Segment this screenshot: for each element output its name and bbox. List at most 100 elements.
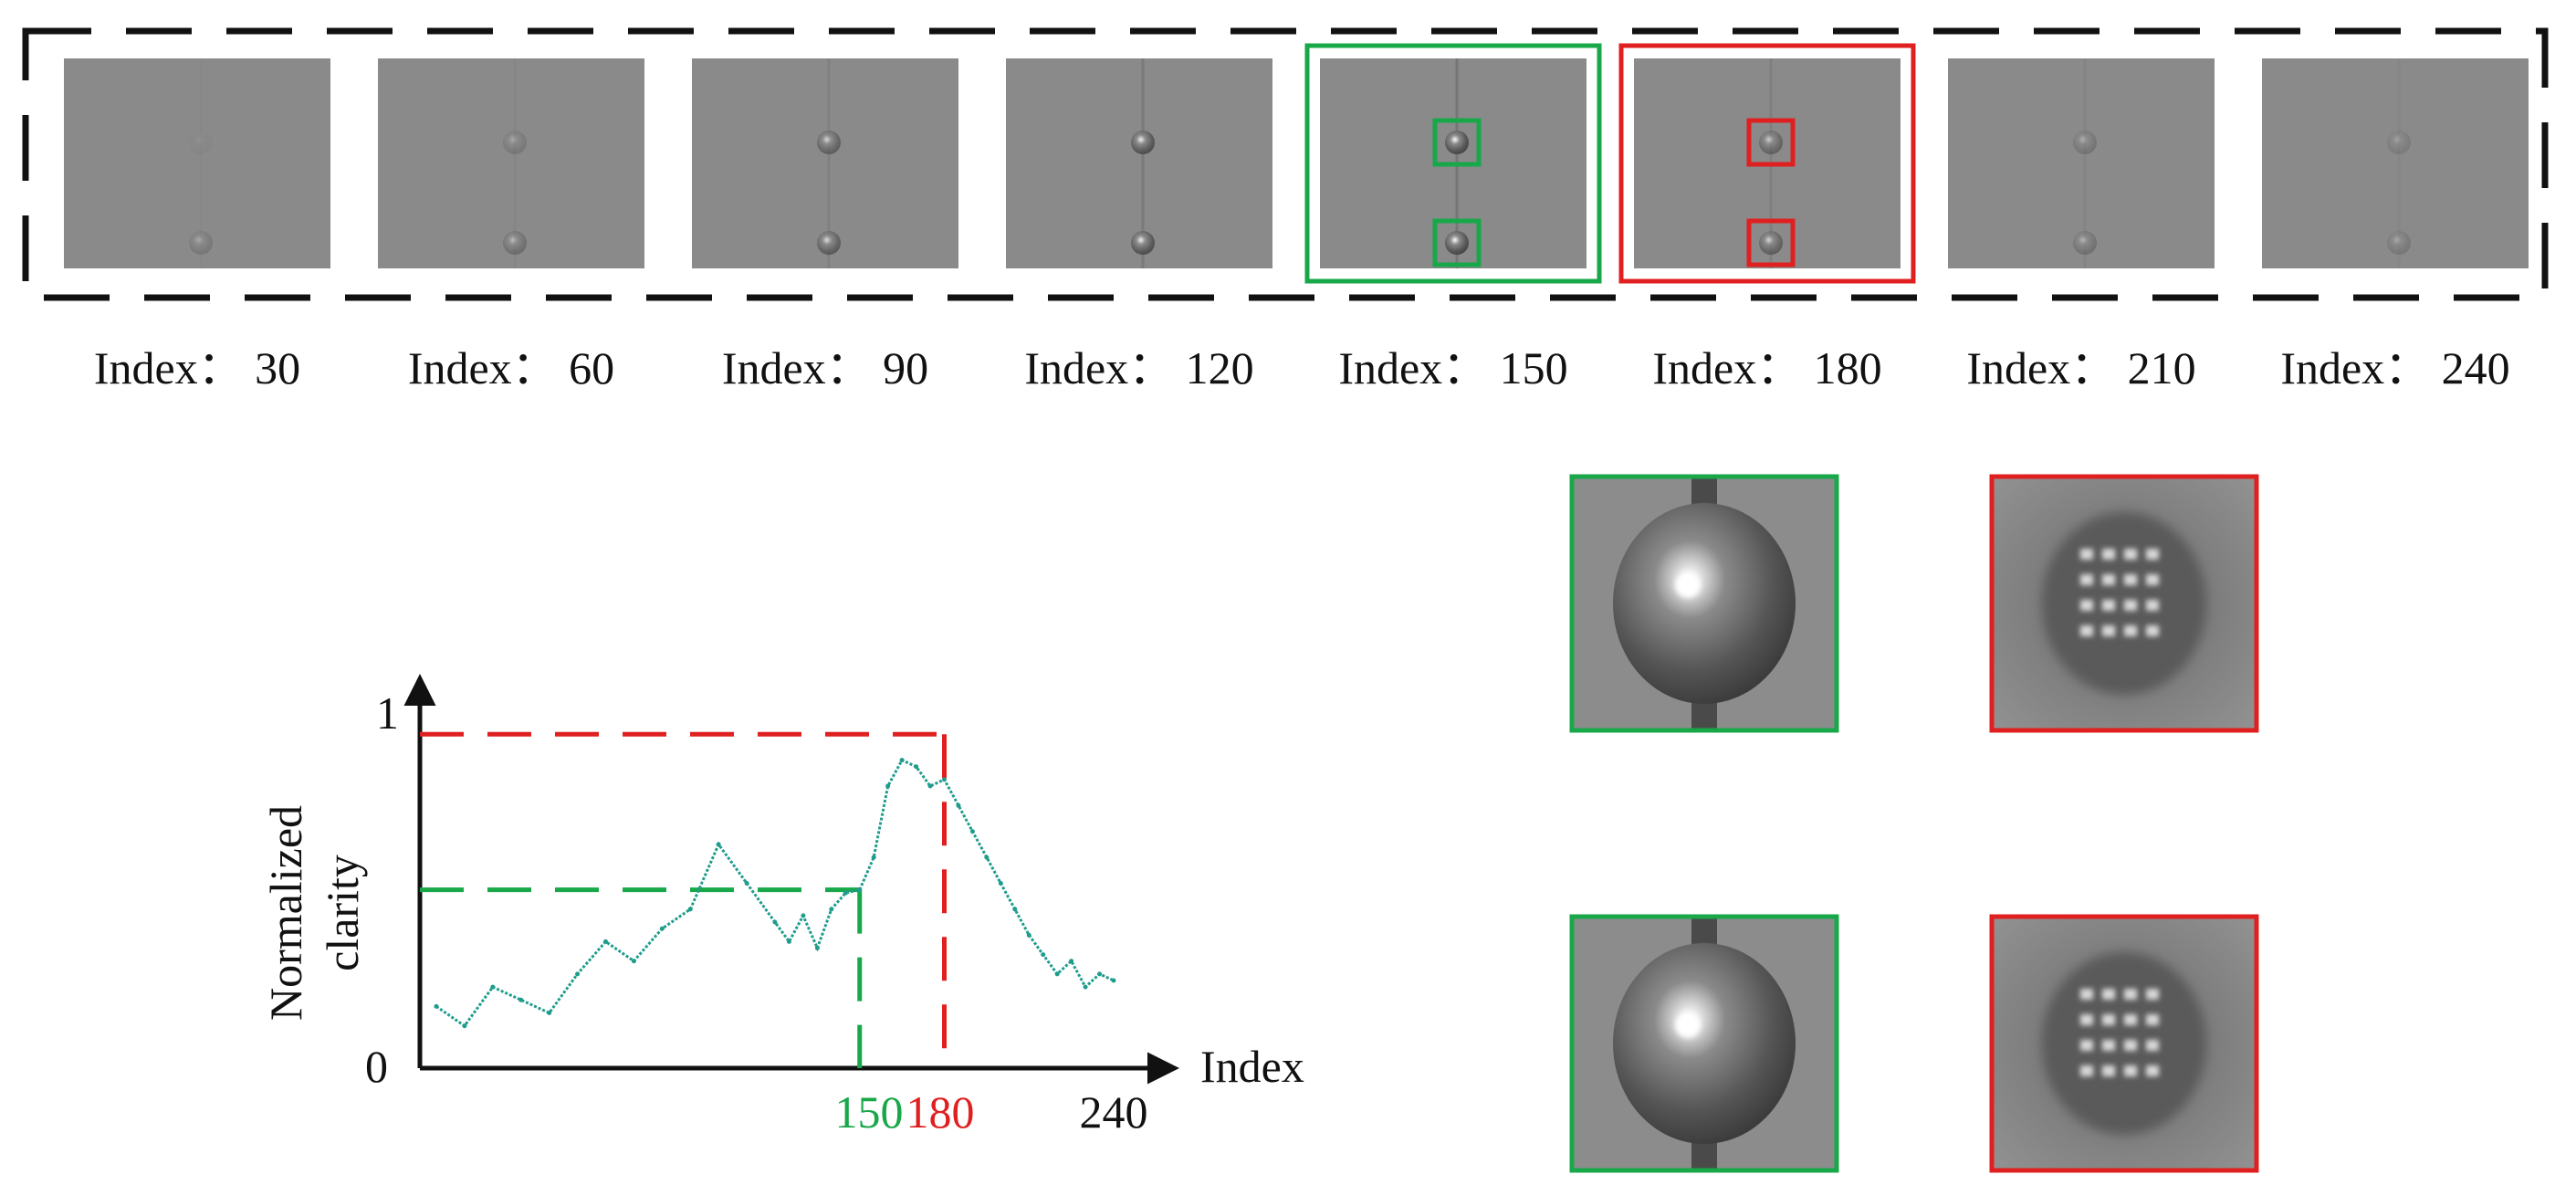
glare-spot bbox=[2124, 574, 2137, 585]
clarity-point bbox=[914, 764, 919, 770]
ball-bottom bbox=[2073, 231, 2097, 255]
glare-spot bbox=[2146, 989, 2159, 1000]
clarity-point bbox=[899, 758, 905, 763]
glare-spot bbox=[2102, 600, 2115, 611]
frame-150 bbox=[1304, 43, 1602, 284]
ball-sharp bbox=[1613, 943, 1796, 1144]
frame-highlight-red bbox=[1618, 43, 1916, 284]
glare-spot bbox=[2102, 549, 2115, 560]
clarity-point bbox=[801, 913, 806, 918]
frame-label-90: Index： 90 bbox=[722, 342, 928, 393]
glare-spot bbox=[2146, 1014, 2159, 1025]
glare-spot bbox=[2124, 989, 2137, 1000]
clarity-point bbox=[942, 777, 947, 782]
clarity-point bbox=[518, 997, 524, 1002]
x-axis-label: Index bbox=[1200, 1041, 1304, 1092]
glare-spot bbox=[2124, 1065, 2137, 1076]
glare-spot bbox=[2080, 1040, 2093, 1051]
clarity-point bbox=[1083, 984, 1088, 990]
clarity-point bbox=[843, 890, 848, 896]
glare-spot bbox=[2102, 1014, 2115, 1025]
ball-bottom bbox=[817, 231, 841, 255]
glare-spot bbox=[2080, 1014, 2093, 1025]
clarity-point bbox=[659, 926, 665, 931]
glare-spot bbox=[2102, 989, 2115, 1000]
glare-spot bbox=[2146, 1065, 2159, 1076]
glare-spot bbox=[2080, 549, 2093, 560]
zoom-top-red bbox=[1989, 474, 2259, 733]
clarity-point bbox=[786, 939, 791, 944]
glare-spot bbox=[2102, 625, 2115, 636]
frame-strip: Index： 30 Index： 60 Index： 90 Index： 120 Ind… bbox=[22, 27, 2549, 393]
x-tick-180: 180 bbox=[906, 1086, 975, 1138]
ball-top bbox=[1131, 131, 1155, 154]
clarity-point bbox=[1097, 971, 1103, 977]
glare-spot bbox=[2080, 989, 2093, 1000]
frame-30 bbox=[64, 58, 330, 268]
ball-top bbox=[817, 131, 841, 154]
frame-90 bbox=[692, 58, 958, 268]
glare-spot bbox=[2124, 549, 2137, 560]
clarity-point bbox=[772, 919, 778, 925]
clarity-point bbox=[814, 946, 820, 950]
zoom-border bbox=[1569, 474, 1839, 733]
clarity-chart: 1 0 Normalized clarity Index 150 180 240 bbox=[260, 674, 1304, 1138]
clarity-point bbox=[885, 783, 891, 789]
frame-list bbox=[64, 43, 2529, 284]
glare-spot bbox=[2146, 1040, 2159, 1051]
clarity-point bbox=[490, 984, 496, 990]
frame-210 bbox=[1948, 58, 2215, 268]
clarity-point bbox=[969, 829, 975, 834]
clarity-point bbox=[829, 907, 834, 912]
clarity-point bbox=[1054, 971, 1060, 977]
zoom-bottom-green bbox=[1569, 914, 1839, 1173]
ball-bottom bbox=[503, 231, 527, 255]
clarity-point bbox=[434, 1003, 439, 1009]
clarity-point bbox=[575, 971, 581, 977]
clarity-point bbox=[1111, 978, 1116, 983]
zoom-border bbox=[1569, 914, 1839, 1173]
roi-box-top bbox=[1746, 118, 1796, 167]
ball-bottom bbox=[1759, 231, 1783, 255]
clarity-point bbox=[857, 887, 863, 893]
frame-label-210: Index： 210 bbox=[1966, 342, 2195, 393]
zoom-panels bbox=[1569, 474, 2259, 1173]
specular-highlight bbox=[1675, 572, 1701, 598]
clarity-point bbox=[687, 907, 693, 912]
clarity-point bbox=[1041, 952, 1046, 958]
clarity-series-points bbox=[434, 758, 1116, 1029]
ball-sharp bbox=[1613, 503, 1796, 704]
glare-spot bbox=[2124, 625, 2137, 636]
clarity-point bbox=[631, 959, 636, 964]
frame-240 bbox=[2262, 58, 2529, 268]
clarity-point bbox=[956, 802, 961, 808]
glare-spot bbox=[2080, 600, 2093, 611]
ball-top bbox=[2073, 131, 2097, 154]
glare-spot bbox=[2080, 574, 2093, 585]
ball-top bbox=[189, 131, 213, 154]
clarity-point bbox=[603, 939, 608, 944]
ball-top bbox=[503, 131, 527, 154]
glare-spot bbox=[2124, 600, 2137, 611]
clarity-point bbox=[1069, 959, 1074, 964]
glare-spot bbox=[2080, 625, 2093, 636]
y-tick-bottom: 0 bbox=[365, 1041, 388, 1092]
glare-spot bbox=[2146, 600, 2159, 611]
frame-180 bbox=[1618, 43, 1916, 284]
roi-box-bottom bbox=[1432, 218, 1482, 267]
frame-label-150: Index： 150 bbox=[1338, 342, 1567, 393]
glare-spot bbox=[2080, 1065, 2093, 1076]
zoom-bottom-red bbox=[1989, 914, 2259, 1173]
frame-label-120: Index： 120 bbox=[1024, 342, 1253, 393]
x-tick-150: 150 bbox=[835, 1086, 904, 1138]
ball-bottom bbox=[1445, 231, 1469, 255]
frame-label-30: Index： 30 bbox=[94, 342, 300, 393]
frame-label-60: Index： 60 bbox=[408, 342, 614, 393]
strip-dashed-border bbox=[22, 27, 2549, 301]
clarity-point bbox=[1026, 932, 1031, 938]
glare-spot bbox=[2102, 1065, 2115, 1076]
clarity-point bbox=[871, 855, 876, 860]
frame-highlight-green bbox=[1304, 43, 1602, 284]
clarity-point bbox=[716, 842, 721, 847]
